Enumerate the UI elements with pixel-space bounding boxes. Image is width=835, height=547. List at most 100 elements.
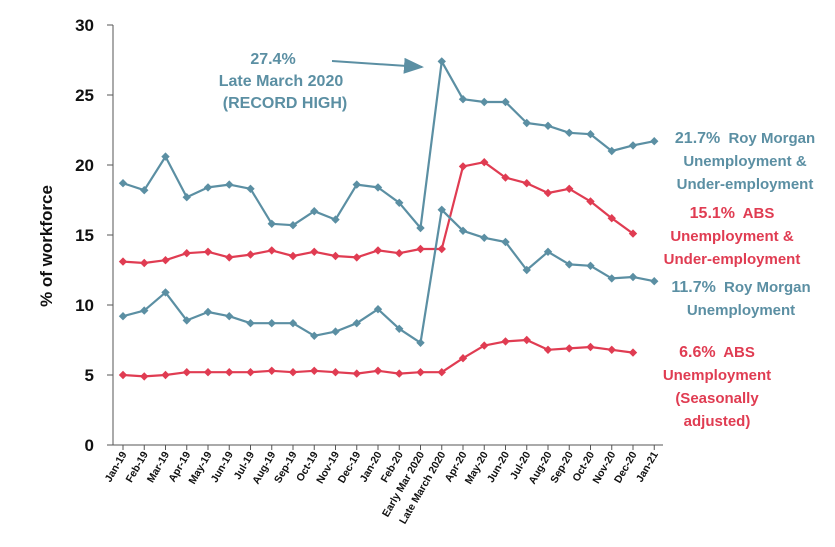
data-point <box>543 345 553 354</box>
series-layer <box>118 57 659 381</box>
data-point <box>458 354 468 363</box>
abs-unemp-line4: adjusted) <box>684 413 751 430</box>
record-high-annotation: 27.4% Late March 2020 (RECORD HIGH) <box>219 51 347 112</box>
label-roy-morgan-unemployment: 11.7% Roy Morgan Unemployment <box>671 279 810 319</box>
data-point <box>225 368 234 377</box>
data-point <box>267 319 276 328</box>
data-point <box>161 256 170 265</box>
series-4 <box>118 335 638 381</box>
data-point <box>501 337 510 346</box>
data-point <box>140 186 149 195</box>
rm-total-value: 21.7% <box>675 130 720 147</box>
label-abs-total: 15.1% ABS Unemployment & Under-employmen… <box>664 205 801 268</box>
data-point <box>628 272 638 282</box>
data-point <box>182 193 191 202</box>
data-point <box>310 247 319 256</box>
series-3 <box>118 205 659 347</box>
data-point <box>480 158 489 167</box>
data-point <box>182 368 191 377</box>
data-point <box>225 180 234 189</box>
data-point <box>203 307 213 317</box>
data-point <box>161 370 170 380</box>
data-point <box>586 130 595 139</box>
data-point <box>586 342 595 352</box>
series-2 <box>118 158 638 268</box>
data-point <box>246 250 255 259</box>
data-point <box>310 207 319 216</box>
rm-total-line1: Roy Morgan <box>728 130 815 147</box>
data-point <box>522 265 531 275</box>
y-tick-label: 30 <box>75 16 94 35</box>
series-1 <box>118 57 659 233</box>
data-point <box>331 368 340 377</box>
x-ticks: Jan-19Feb-19Mar-19Apr-19May-19Jun-19Jul-… <box>103 445 661 526</box>
data-point <box>458 226 468 235</box>
label-roy-morgan-total: 21.7% Roy Morgan Unemployment & Under-em… <box>675 130 815 193</box>
record-arrow <box>331 57 424 74</box>
data-point <box>522 118 531 128</box>
rm-total-line3: Under-employment <box>677 176 814 193</box>
data-point <box>480 233 489 242</box>
rm-total-line2: Unemployment & <box>683 153 807 170</box>
data-point <box>288 251 298 261</box>
data-point <box>522 179 531 188</box>
data-point <box>182 249 191 258</box>
data-point <box>203 368 213 377</box>
data-point <box>267 366 276 375</box>
data-point <box>331 327 340 336</box>
data-point <box>352 319 361 328</box>
data-point <box>373 305 383 314</box>
data-point <box>650 277 659 286</box>
data-point <box>416 368 425 377</box>
label-abs-unemployment: 6.6% ABS Unemployment (Seasonally adjust… <box>663 344 771 430</box>
y-tick-label: 25 <box>75 86 94 105</box>
data-point <box>607 274 616 283</box>
data-point <box>161 288 170 297</box>
data-point <box>225 312 234 321</box>
data-point <box>267 219 276 228</box>
y-tick-label: 5 <box>85 366 94 385</box>
data-point <box>480 97 489 107</box>
y-axis-label: % of workforce <box>37 185 56 307</box>
record-value: 27.4% <box>250 51 295 68</box>
abs-total-line3: Under-employment <box>664 251 801 268</box>
series-line <box>122 60 655 230</box>
data-point <box>395 249 404 258</box>
data-point <box>501 173 510 182</box>
data-point <box>352 369 361 378</box>
data-point <box>565 344 574 353</box>
svg-text:15.1% ABS: 15.1% ABS <box>690 205 775 222</box>
svg-text:11.7% Roy Morgan: 11.7% Roy Morgan <box>671 279 810 296</box>
data-point <box>650 137 659 146</box>
data-point <box>288 368 298 377</box>
data-point <box>352 253 361 262</box>
abs-total-line1: ABS <box>743 205 775 222</box>
data-point <box>161 152 170 161</box>
data-point <box>607 146 616 156</box>
abs-unemp-value: 6.6% <box>679 344 715 361</box>
data-point <box>416 223 425 233</box>
data-point <box>522 335 531 345</box>
data-point <box>140 372 149 381</box>
data-point <box>395 198 404 207</box>
data-point <box>118 370 128 380</box>
data-point <box>543 188 553 198</box>
data-point <box>310 366 319 375</box>
data-point <box>352 180 361 189</box>
data-point <box>416 244 425 254</box>
data-point <box>267 246 276 255</box>
record-date: Late March 2020 <box>219 73 344 90</box>
data-point <box>565 128 574 137</box>
data-point <box>501 97 510 107</box>
data-point <box>416 338 425 347</box>
data-point <box>480 341 489 350</box>
abs-unemp-line2: Unemployment <box>663 367 771 384</box>
data-point <box>246 184 255 193</box>
data-point <box>628 141 638 150</box>
data-point <box>203 247 213 256</box>
data-point <box>310 331 319 340</box>
svg-text:6.6% ABS: 6.6% ABS <box>679 344 755 361</box>
data-point <box>182 316 191 325</box>
data-point <box>395 324 404 333</box>
